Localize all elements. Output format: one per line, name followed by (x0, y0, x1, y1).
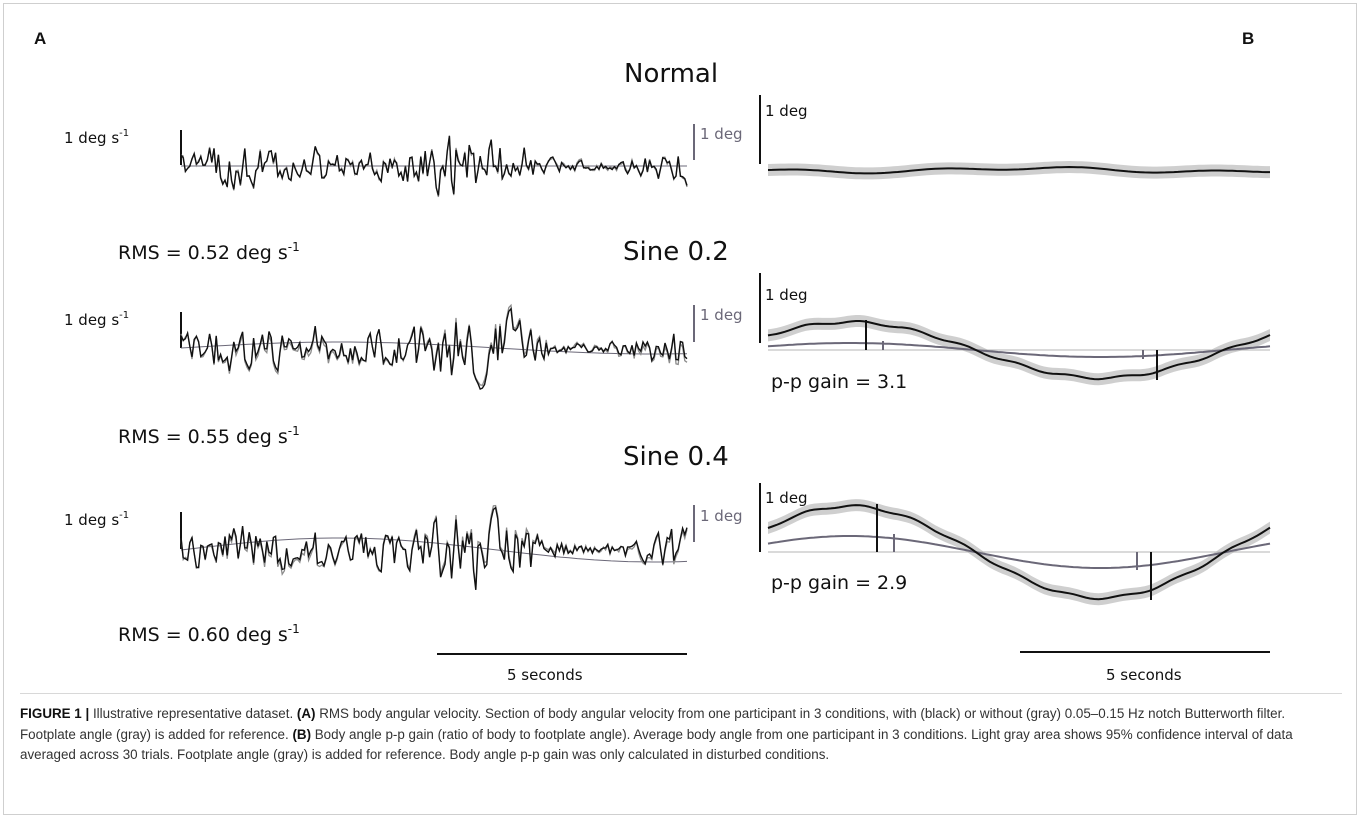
unfiltered-velocity-trace (180, 504, 688, 587)
velocity-scale-label: 1 deg s-1 (64, 510, 129, 529)
footplate-angle-trace (767, 535, 1271, 569)
panel-b-letter: B (1242, 29, 1254, 48)
time-scale-label-b: 5 seconds (1106, 666, 1182, 684)
rms-label-sine-0-4: RMS = 0.60 deg s-1 (118, 622, 300, 646)
condition-title-sine-0-4: Sine 0.4 (623, 442, 729, 472)
filtered-velocity-trace (180, 136, 688, 196)
panel-a-traces (180, 135, 688, 590)
pp-gain-label-sine-0-4: p-p gain = 2.9 (771, 572, 907, 594)
body-angle-trace (767, 320, 1271, 381)
footplate-angle-trace (767, 342, 1271, 358)
caption-label: FIGURE 1 | (20, 706, 90, 721)
body-angle-trace (767, 504, 1271, 601)
figure-frame (3, 3, 1357, 815)
condition-title-sine-0-2: Sine 0.2 (623, 237, 729, 267)
footplate-scale-label: 1 deg (700, 125, 743, 143)
body-angle-trace (767, 165, 1270, 175)
figure-caption: FIGURE 1 | Illustrative representative d… (20, 704, 1342, 766)
footplate-trace (180, 537, 688, 563)
filtered-velocity-trace (180, 506, 688, 590)
caption-a-text: RMS body angular velocity. Section of bo… (20, 706, 1286, 742)
caption-intro: Illustrative representative dataset. (89, 706, 297, 721)
footplate-scale-label: 1 deg (700, 507, 743, 525)
panel-a-letter: A (34, 29, 46, 48)
velocity-scale-label: 1 deg s-1 (64, 310, 129, 329)
footplate-trace (180, 341, 688, 355)
condition-title-normal: Normal (624, 59, 718, 89)
rms-label-sine-0-2: RMS = 0.55 deg s-1 (118, 424, 300, 448)
velocity-scale-label: 1 deg s-1 (64, 128, 129, 147)
caption-a-tag: (A) (296, 706, 316, 721)
angle-scale-label: 1 deg (765, 489, 808, 507)
unfiltered-velocity-trace (180, 303, 688, 387)
rms-label-normal: RMS = 0.52 deg s-1 (118, 240, 300, 264)
caption-b-text: Body angle p-p gain (ratio of body to fo… (20, 726, 1293, 763)
angle-scale-label: 1 deg (765, 286, 808, 304)
confidence-band (768, 315, 1270, 386)
panel-b-traces (767, 161, 1271, 606)
time-scale-label-a: 5 seconds (507, 666, 583, 684)
pp-gain-label-sine-0-2: p-p gain = 3.1 (771, 371, 907, 393)
caption-b-tag: (B) (292, 726, 312, 742)
angle-scale-label: 1 deg (765, 102, 808, 120)
figure-graphic: A B Normal Sine 0.2 Sine 0.4 1 deg s-1 1… (34, 29, 1271, 684)
footplate-scale-label: 1 deg (700, 306, 743, 324)
caption-separator (20, 693, 1342, 694)
filtered-velocity-trace (180, 307, 688, 391)
